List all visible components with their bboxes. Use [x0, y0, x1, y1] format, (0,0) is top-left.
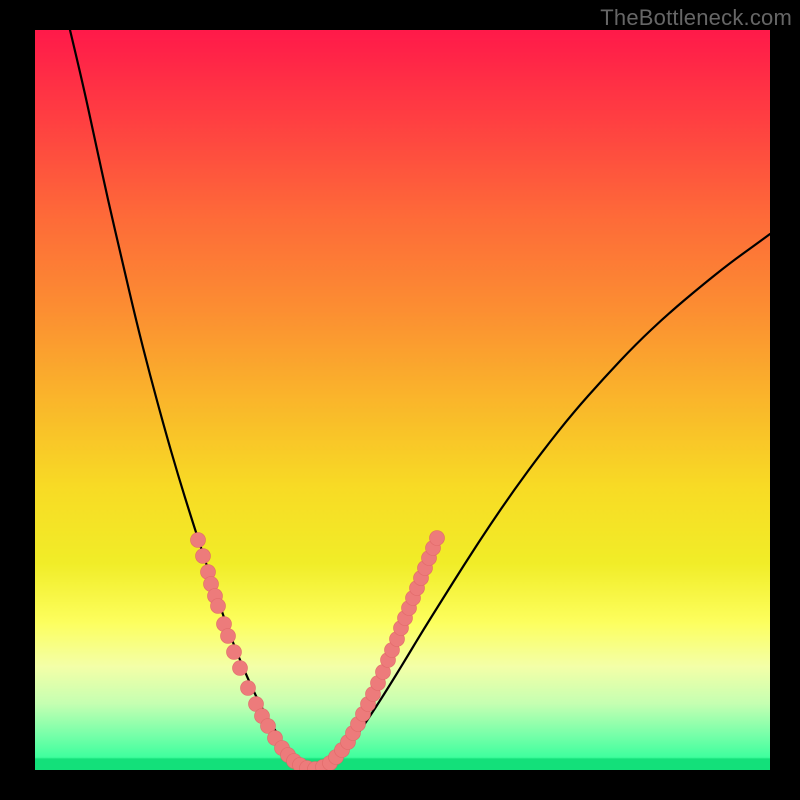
data-marker [241, 681, 256, 696]
data-marker [221, 629, 236, 644]
plot-area [35, 30, 770, 770]
watermark-text: TheBottleneck.com [600, 5, 792, 31]
curve-overlay [35, 30, 770, 770]
data-marker [227, 645, 242, 660]
curve-left-branch [70, 30, 310, 769]
data-marker [233, 661, 248, 676]
data-marker [196, 549, 211, 564]
data-marker [430, 531, 445, 546]
data-marker [211, 599, 226, 614]
chart-container: TheBottleneck.com [0, 0, 800, 800]
data-marker [191, 533, 206, 548]
